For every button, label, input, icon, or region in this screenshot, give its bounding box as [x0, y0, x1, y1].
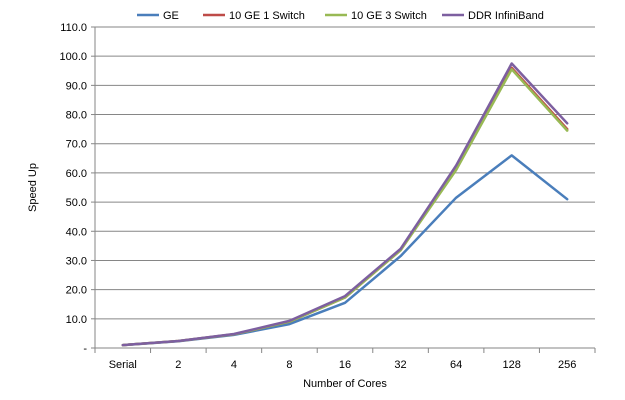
x-tick-label: 256: [558, 359, 576, 371]
x-tick-label: 32: [394, 359, 406, 371]
x-tick-label: 4: [231, 359, 237, 371]
y-tick-label: 70.0: [66, 139, 87, 151]
x-tick-labels: Serial 2 4 8 16 32 64 128 256: [109, 359, 577, 371]
legend: GE 10 GE 1 Switch 10 GE 3 Switch DDR Infini…: [137, 10, 544, 22]
series-line-ddr-infiniband: [121, 62, 569, 347]
x-tick-label: Serial: [109, 359, 137, 371]
y-axis-title: Speed Up: [27, 163, 39, 212]
y-tick-label: 90.0: [66, 80, 87, 92]
y-tick-labels: - 10.0 20.0 30.0 40.0 50.0 60.0 70.0 80.0 90.0 100…: [59, 22, 87, 355]
y-tick-label: 100.0: [59, 51, 87, 63]
legend-label: 10 GE 1 Switch: [229, 10, 305, 22]
y-tick-label: -: [83, 343, 87, 355]
y-tick-label: 20.0: [66, 285, 87, 297]
y-tick-label: 10.0: [66, 314, 87, 326]
x-tick-label: 64: [450, 359, 462, 371]
x-tick-label: 128: [502, 359, 520, 371]
x-tick-label: 16: [339, 359, 351, 371]
x-axis-title: Number of Cores: [303, 378, 387, 390]
y-tick-label: 80.0: [66, 110, 87, 122]
y-tick-label: 30.0: [66, 255, 87, 267]
y-tick-label: 40.0: [66, 226, 87, 238]
x-tick-label: 8: [286, 359, 292, 371]
legend-label: GE: [163, 10, 179, 22]
gridlines: [91, 26, 595, 349]
y-tick-label: 50.0: [66, 197, 87, 209]
series-line-ge: [121, 154, 569, 347]
legend-label: 10 GE 3 Switch: [351, 10, 427, 22]
y-tick-label: 110.0: [60, 22, 87, 34]
x-tick-label: 2: [175, 359, 181, 371]
y-tick-label: 60.0: [66, 168, 87, 180]
legend-label: DDR InfiniBand: [468, 10, 544, 22]
